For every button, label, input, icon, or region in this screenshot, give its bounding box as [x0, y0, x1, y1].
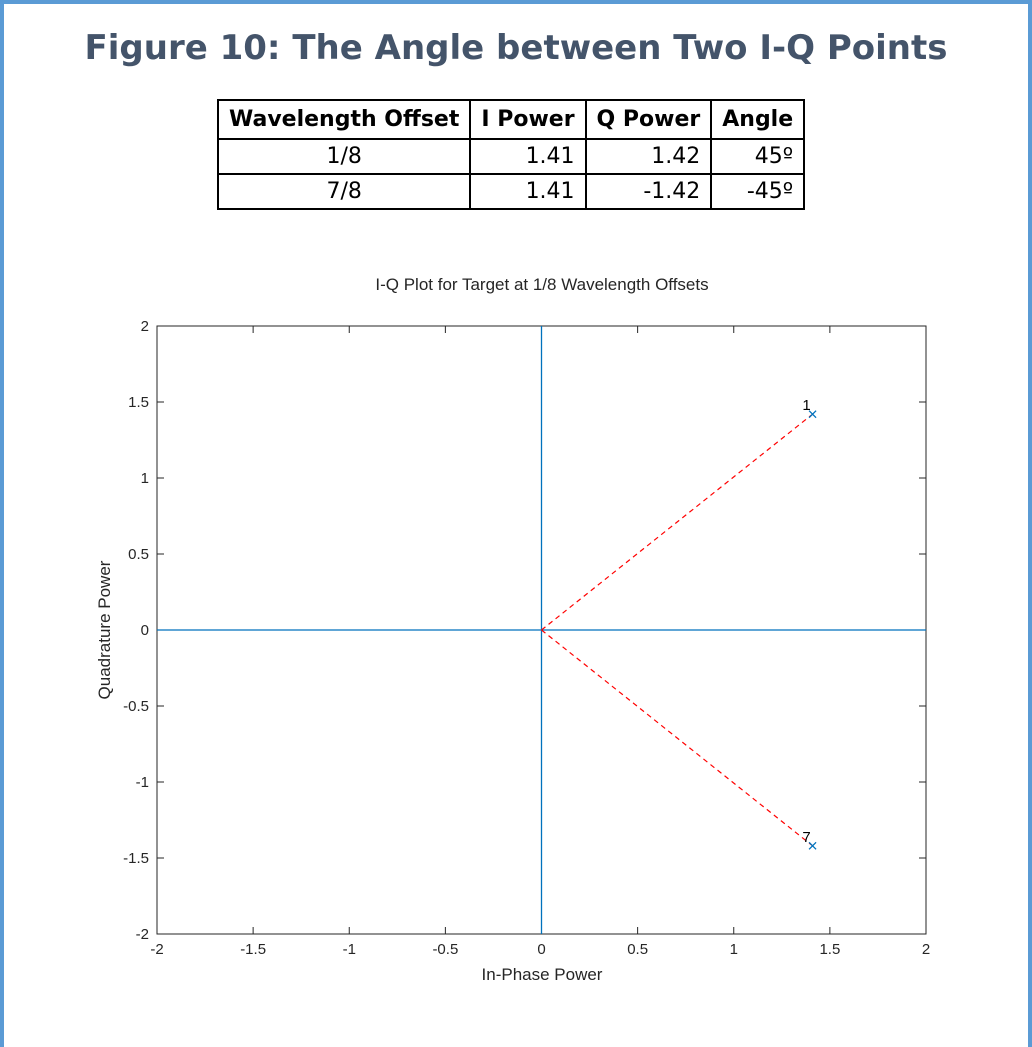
y-tick-label: 2 — [141, 318, 149, 335]
y-tick-label: -1.5 — [123, 850, 149, 867]
y-tick-label: -0.5 — [123, 698, 149, 715]
table-header-cell: Angle — [710, 99, 806, 140]
table-cell: 1.42 — [584, 138, 713, 175]
table-row: 1/8 1.41 1.42 45º — [216, 138, 806, 175]
x-tick-label: 1 — [730, 941, 738, 958]
y-tick-label: 0 — [141, 622, 149, 639]
y-tick-label: -2 — [136, 926, 149, 943]
table-cell: 1/8 — [216, 138, 472, 175]
y-axis-label: Quadrature Power — [95, 560, 114, 699]
table-cell: 45º — [710, 138, 806, 175]
chart-title: I-Q Plot for Target at 1/8 Wavelength Of… — [375, 275, 708, 294]
table-row: 7/8 1.41 -1.42 -45º — [216, 173, 806, 210]
data-point-label: 7 — [802, 829, 810, 846]
y-tick-label: 0.5 — [128, 546, 149, 563]
x-tick-label: 1.5 — [819, 941, 840, 958]
vector-line — [541, 413, 813, 631]
data-point-marker — [808, 410, 817, 419]
x-axis-label: In-Phase Power — [482, 965, 603, 984]
table-cell: -1.42 — [584, 173, 713, 210]
x-tick-label: -1 — [343, 941, 356, 958]
x-tick-label: -1.5 — [240, 941, 266, 958]
table-header-cell: Q Power — [584, 99, 713, 140]
figure-title: Figure 10: The Angle between Two I-Q Poi… — [84, 28, 948, 68]
data-table: Wavelength Offset I Power Q Power Angle … — [216, 99, 806, 210]
y-tick-label: 1 — [141, 470, 149, 487]
table-header-cell: Wavelength Offset — [216, 99, 472, 140]
table-cell: 1.41 — [469, 138, 587, 175]
table-cell: 1.41 — [469, 173, 587, 210]
x-tick-label: -0.5 — [432, 941, 458, 958]
table-header-cell: I Power — [469, 99, 587, 140]
y-tick-label: -1 — [136, 774, 149, 791]
table-cell: 7/8 — [216, 173, 472, 210]
x-tick-label: 0.5 — [627, 941, 648, 958]
x-tick-label: 2 — [922, 941, 930, 958]
data-point-marker — [808, 841, 817, 850]
x-tick-label: 0 — [537, 941, 545, 958]
x-tick-label: -2 — [150, 941, 163, 958]
table-header-row: Wavelength Offset I Power Q Power Angle — [216, 99, 806, 140]
table-cell: -45º — [710, 173, 806, 210]
data-point-label: 1 — [802, 397, 810, 414]
y-tick-label: 1.5 — [128, 394, 149, 411]
vector-line — [541, 629, 813, 847]
